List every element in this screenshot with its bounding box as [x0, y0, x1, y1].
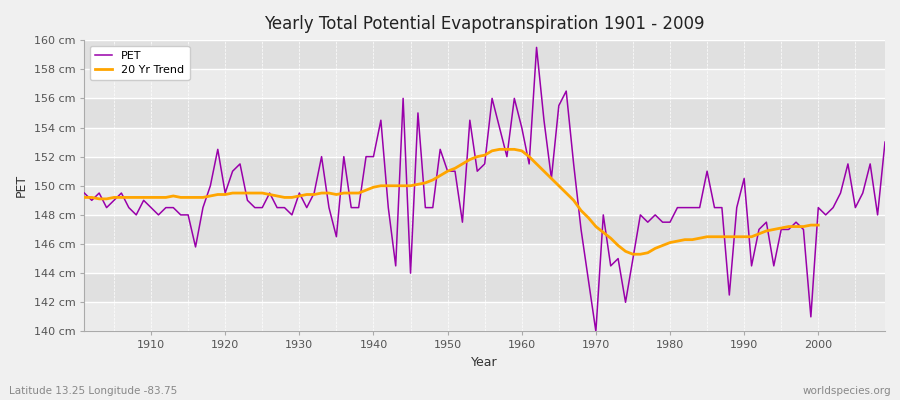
- Bar: [85, 98, 885, 128]
- PET: [879, 140, 890, 144]
- Bar: [85, 302, 885, 332]
- Title: Yearly Total Potential Evapotranspiration 1901 - 2009: Yearly Total Potential Evapotranspiratio…: [265, 15, 705, 33]
- Bar: [85, 215, 885, 244]
- PET: [139, 198, 149, 203]
- 20 Yr Trend: [790, 224, 801, 229]
- Text: Latitude 13.25 Longitude -83.75: Latitude 13.25 Longitude -83.75: [9, 386, 177, 396]
- PET: [508, 96, 519, 101]
- 20 Yr Trend: [457, 162, 468, 166]
- 20 Yr Trend: [220, 192, 230, 197]
- Y-axis label: PET: PET: [15, 174, 28, 197]
- 20 Yr Trend: [627, 252, 638, 257]
- Bar: [85, 40, 885, 69]
- Bar: [85, 273, 885, 302]
- Bar: [85, 244, 885, 273]
- Legend: PET, 20 Yr Trend: PET, 20 Yr Trend: [90, 46, 190, 80]
- PET: [346, 205, 356, 210]
- PET: [517, 125, 527, 130]
- Text: worldspecies.org: worldspecies.org: [803, 386, 891, 396]
- Bar: [85, 69, 885, 98]
- PET: [531, 45, 542, 50]
- 20 Yr Trend: [249, 191, 260, 196]
- 20 Yr Trend: [813, 223, 824, 228]
- Bar: [85, 157, 885, 186]
- PET: [590, 329, 601, 334]
- PET: [620, 300, 631, 305]
- Bar: [85, 186, 885, 215]
- X-axis label: Year: Year: [472, 356, 498, 369]
- PET: [79, 191, 90, 196]
- Bar: [85, 128, 885, 157]
- 20 Yr Trend: [494, 147, 505, 152]
- Line: PET: PET: [85, 47, 885, 332]
- Line: 20 Yr Trend: 20 Yr Trend: [85, 149, 818, 254]
- 20 Yr Trend: [769, 227, 779, 232]
- 20 Yr Trend: [524, 154, 535, 159]
- PET: [302, 205, 312, 210]
- 20 Yr Trend: [79, 195, 90, 200]
